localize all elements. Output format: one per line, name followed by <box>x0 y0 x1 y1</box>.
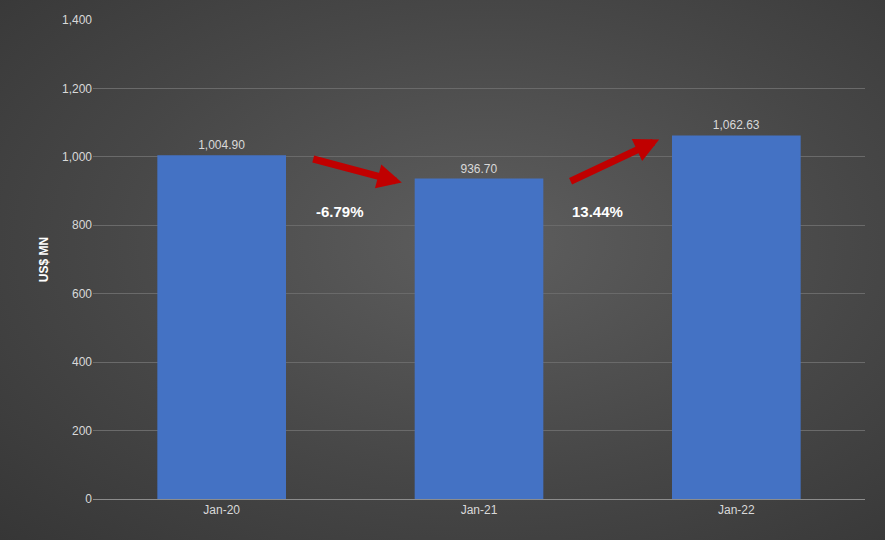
svg-text:0: 0 <box>85 492 92 506</box>
svg-text:1,004.90: 1,004.90 <box>198 138 245 152</box>
svg-text:1,400: 1,400 <box>62 13 92 27</box>
svg-text:Jan-20: Jan-20 <box>203 503 240 517</box>
svg-text:400: 400 <box>72 355 92 369</box>
svg-text:Jan-21: Jan-21 <box>461 503 498 517</box>
svg-text:1,062.63: 1,062.63 <box>713 118 760 132</box>
svg-text:200: 200 <box>72 424 92 438</box>
svg-text:936.70: 936.70 <box>460 162 497 176</box>
svg-text:1,200: 1,200 <box>62 82 92 96</box>
svg-text:600: 600 <box>72 287 92 301</box>
svg-text:US$ MN: US$ MN <box>37 237 51 282</box>
svg-text:Jan-22: Jan-22 <box>718 503 755 517</box>
svg-text:800: 800 <box>72 218 92 232</box>
svg-text:-6.79%: -6.79% <box>316 203 364 220</box>
svg-text:13.44%: 13.44% <box>572 203 623 220</box>
svg-text:1,000: 1,000 <box>62 150 92 164</box>
